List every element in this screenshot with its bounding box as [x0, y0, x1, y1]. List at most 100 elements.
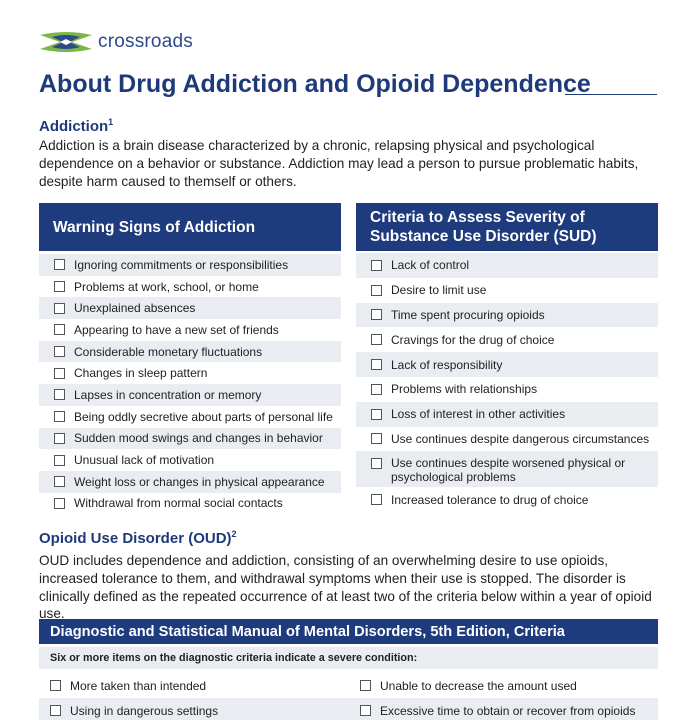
warning-sign-item-text: Weight loss or changes in physical appea… [74, 475, 325, 489]
checkbox[interactable] [371, 334, 382, 346]
checkbox[interactable] [360, 705, 371, 716]
warning-sign-item-text: Appearing to have a new set of friends [74, 323, 279, 337]
warning-sign-item-label: Weight loss or changes in physical appea… [74, 474, 325, 489]
addiction-heading-text: Addiction [39, 118, 109, 135]
checkbox[interactable] [54, 259, 65, 271]
criterion-item: Problems with relationships [356, 377, 658, 402]
checkbox[interactable] [54, 411, 65, 423]
checkbox[interactable] [371, 433, 382, 445]
warning-sign-item-text: Unusual lack of motivation [74, 453, 214, 467]
checkbox[interactable] [54, 367, 65, 379]
warning-sign-item-text: Ignoring commitments or responsibilities [74, 258, 288, 272]
warning-sign-item: Unexplained absences [39, 297, 341, 320]
checkbox[interactable] [54, 497, 65, 509]
dsm-item-label: Unable to decrease the amount used [380, 678, 577, 693]
checkbox[interactable] [54, 281, 65, 293]
criterion-item-label: Loss of interest in other activities [391, 407, 566, 422]
brand-name: crossroads [98, 31, 193, 52]
criterion-item-text: Problems with relationships [391, 382, 537, 396]
warning-sign-item-label: Ignoring commitments or responsibilities [74, 257, 289, 272]
warning-sign-item-label: Problems at work, school, or home [74, 279, 259, 294]
checkbox[interactable] [54, 302, 65, 314]
criterion-item-text: Use continues despite worsened physical … [391, 456, 625, 484]
criterion-item: Cravings for the drug of choice [356, 327, 658, 352]
checkbox[interactable] [54, 454, 65, 466]
addiction-heading: Addiction1 [39, 117, 113, 135]
dsm-item: Using in dangerous settings [39, 704, 360, 718]
checkbox[interactable] [371, 494, 382, 506]
checkbox[interactable] [371, 359, 382, 371]
dsm-row: More taken than intended Unable to decrea… [39, 673, 658, 698]
checkbox[interactable] [54, 389, 65, 401]
criteria-severity-heading: Criteria to Assess Severity of Substance… [356, 203, 658, 251]
criterion-item: Loss of interest in other activities [356, 401, 658, 427]
criterion-item-label: Lack of control [391, 258, 470, 273]
warning-sign-item: Unusual lack of motivation [39, 449, 341, 471]
dsm-item: Excessive time to obtain or recover from… [360, 704, 635, 718]
checkbox[interactable] [371, 284, 382, 296]
criterion-item-label: Increased tolerance to drug of choice [391, 492, 589, 507]
criterion-item-label: Lack of responsibility [391, 357, 503, 372]
criterion-item: Use continues despite worsened physical … [356, 451, 658, 488]
warning-sign-item-label: Being oddly secretive about parts of per… [74, 409, 333, 424]
checkbox[interactable] [54, 476, 65, 488]
checkbox[interactable] [371, 259, 382, 271]
warning-sign-item: Sudden mood swings and changes in behavi… [39, 427, 341, 450]
criterion-item: Use continues despite dangerous circumst… [356, 427, 658, 452]
criterion-item-label: Desire to limit use [391, 283, 487, 298]
warning-sign-item-label: Unusual lack of motivation [74, 453, 215, 468]
criterion-item: Lack of control [356, 253, 658, 278]
addiction-paragraph: Addiction is a brain disease characteriz… [39, 138, 639, 189]
dsm-heading: Diagnostic and Statistical Manual of Men… [39, 619, 658, 644]
dsm-item: Unable to decrease the amount used [360, 679, 577, 693]
crossroads-logo: crossroads [38, 30, 193, 54]
checkbox[interactable] [371, 383, 382, 395]
warning-sign-item-label: Lapses in concentration or memory [74, 387, 262, 402]
warning-signs-heading: Warning Signs of Addiction [39, 203, 341, 251]
criterion-item-label: Cravings for the drug of choice [391, 332, 555, 347]
warning-sign-item-text: Sudden mood swings and changes in behavi… [74, 431, 323, 445]
dsm-note: Six or more items on the diagnostic crit… [39, 647, 658, 669]
warning-sign-item: Ignoring commitments or responsibilities [39, 254, 341, 276]
warning-sign-item-text: Changes in sleep pattern [74, 366, 207, 380]
criterion-item-text: Lack of responsibility [391, 358, 502, 372]
addiction-footnote: 1 [108, 117, 114, 127]
warning-sign-item: Changes in sleep pattern [39, 362, 341, 384]
checkbox[interactable] [54, 324, 65, 336]
title-rule [565, 94, 657, 95]
checkbox[interactable] [50, 680, 61, 691]
criterion-item-label: Time spent procuring opioids [391, 307, 545, 322]
oud-heading-text: Opioid Use Disorder (OUD) [39, 530, 232, 547]
oud-heading: Opioid Use Disorder (OUD)2 [39, 529, 237, 547]
warning-sign-item: Considerable monetary fluctuations [39, 340, 341, 363]
warning-sign-item-label: Changes in sleep pattern [74, 366, 208, 381]
oud-paragraph: OUD includes dependence and addiction, c… [39, 553, 652, 622]
checkbox[interactable] [50, 705, 61, 716]
criterion-item-text: Lack of control [391, 258, 469, 272]
checkbox[interactable] [54, 432, 65, 444]
checkbox[interactable] [360, 680, 371, 691]
warning-signs-box: Warning Signs of Addiction Ignoring comm… [39, 203, 341, 514]
warning-sign-item-text: Considerable monetary fluctuations [74, 345, 262, 359]
checkbox[interactable] [371, 458, 382, 470]
criterion-item-text: Cravings for the drug of choice [391, 333, 554, 347]
criteria-heading-line1: Criteria to Assess Severity of [370, 209, 585, 226]
warning-sign-item: Problems at work, school, or home [39, 276, 341, 298]
checkbox[interactable] [371, 408, 382, 420]
warning-sign-item-label: Withdrawal from normal social contacts [74, 496, 283, 511]
page-title: About Drug Addiction and Opioid Dependen… [39, 70, 591, 98]
criterion-item-label: Use continues despite worsened physical … [391, 456, 626, 471]
warning-sign-item-label: Appearing to have a new set of friends [74, 322, 279, 337]
checkbox[interactable] [54, 346, 65, 358]
checkbox[interactable] [371, 309, 382, 321]
criteria-severity-list: Lack of control Desire to limit use Time s… [356, 251, 658, 512]
criterion-item-text: Time spent procuring opioids [391, 308, 545, 322]
warning-sign-item: Weight loss or changes in physical appea… [39, 470, 341, 493]
criterion-item: Time spent procuring opioids [356, 302, 658, 328]
criterion-item-text: Increased tolerance to drug of choice [391, 493, 588, 507]
warning-sign-item-text: Withdrawal from normal social contacts [74, 496, 283, 510]
criterion-item-label: Problems with relationships [391, 382, 538, 397]
criterion-item-text: Desire to limit use [391, 283, 486, 297]
criterion-item-label-cont: psychological problems [391, 470, 516, 485]
criterion-item: Desire to limit use [356, 278, 658, 303]
